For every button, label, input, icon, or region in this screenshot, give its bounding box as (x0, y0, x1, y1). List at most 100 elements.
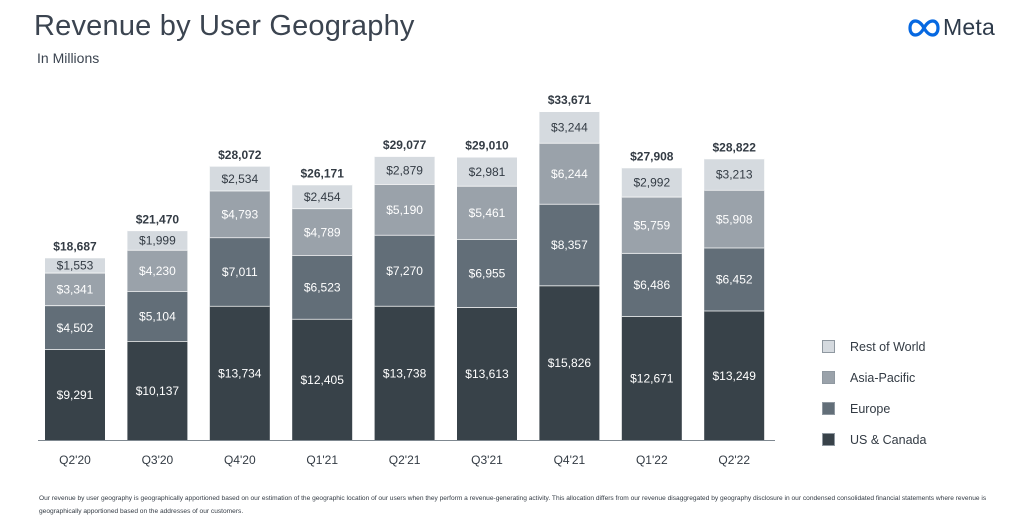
bar-segment-europe (374, 234, 435, 306)
bar-total-label: $18,687 (53, 240, 97, 254)
bar-value-label: $5,759 (633, 218, 670, 232)
bar-segment-us-canada (621, 316, 682, 440)
x-tick-label: Q2'21 (389, 453, 421, 467)
x-tick-label: Q4'21 (554, 453, 586, 467)
bar-value-label: $2,992 (633, 176, 670, 190)
bar-segment-asia-pacific (292, 208, 353, 256)
legend-label: Rest of World (850, 339, 926, 354)
bar-value-label: $13,613 (465, 367, 509, 381)
x-tick-label: Q1'22 (636, 453, 668, 467)
bar-value-label: $5,461 (469, 206, 506, 220)
bar-value-label: $9,291 (57, 388, 94, 402)
bar-value-label: $15,826 (548, 356, 592, 370)
bar-segment-europe (127, 291, 188, 342)
bar-segment-asia-pacific (704, 189, 765, 248)
meta-logo: Meta (908, 14, 995, 41)
bar-segment-rest-of-world (292, 184, 353, 209)
bar-segment-europe (292, 255, 353, 319)
bar-total-label: $29,010 (465, 139, 509, 153)
x-tick-label: Q3'20 (142, 453, 174, 467)
bar-value-label: $2,879 (386, 164, 423, 178)
bar-value-label: $4,793 (221, 208, 258, 222)
bar-total-label: $26,171 (301, 166, 345, 180)
x-tick-label: Q1'21 (306, 453, 338, 467)
legend-swatch-europe (822, 402, 835, 415)
bar-value-label: $2,534 (221, 172, 258, 186)
bar-value-label: $13,738 (383, 366, 427, 380)
x-tick-label: Q2'22 (718, 453, 750, 467)
bar-value-label: $3,341 (57, 283, 94, 297)
bar-segment-asia-pacific (45, 272, 105, 306)
legend-item-us-canada: US & Canada (822, 424, 926, 455)
bar-value-label: $7,011 (222, 265, 258, 279)
bar-value-label: $5,908 (716, 212, 753, 226)
bar-value-label: $3,244 (551, 121, 588, 135)
bar-value-label: $4,230 (139, 264, 176, 278)
bar-segment-rest-of-world (45, 257, 105, 273)
footnote: Our revenue by user geography is geograp… (39, 495, 987, 515)
legend-label: Europe (850, 401, 891, 416)
x-tick-label: Q2'20 (59, 453, 91, 467)
chart-subtitle: In Millions (37, 50, 100, 66)
legend-swatch-asia-pacific (822, 371, 835, 384)
bar-segment-us-canada (45, 349, 105, 440)
bar-segment-rest-of-world (374, 156, 435, 185)
bar-segment-us-canada (127, 341, 188, 440)
bar-segment-asia-pacific (374, 184, 435, 235)
bar-value-label: $13,734 (218, 366, 262, 380)
bar-value-label: $4,789 (304, 225, 341, 239)
bar-value-label: $12,671 (630, 372, 674, 386)
bar-value-label: $12,405 (301, 373, 345, 387)
legend-item-rest-of-world: Rest of World (822, 331, 926, 362)
bar-value-label: $5,190 (386, 203, 423, 217)
legend-label: US & Canada (850, 432, 927, 447)
meta-logo-text: Meta (943, 14, 995, 40)
bar-segment-asia-pacific (127, 249, 188, 292)
bar-segment-rest-of-world (209, 165, 270, 191)
chart-legend: Rest of World Asia-Pacific Europe US & C… (822, 331, 926, 455)
bar-segment-asia-pacific (621, 196, 682, 253)
bar-value-label: $1,553 (57, 259, 94, 273)
bar-segment-rest-of-world (539, 111, 600, 143)
legend-label: Asia-Pacific (850, 370, 916, 385)
bar-segment-us-canada (209, 305, 270, 440)
bar-value-label: $2,981 (469, 165, 506, 179)
bar-total-label: $28,822 (713, 141, 757, 155)
bar-segment-us-canada (292, 318, 353, 440)
bar-total-label: $33,671 (548, 93, 592, 107)
bar-value-label: $13,249 (713, 369, 757, 383)
bar-segment-us-canada (539, 285, 600, 440)
bar-value-label: $8,357 (551, 238, 588, 252)
bar-segment-rest-of-world (457, 156, 517, 186)
bar-segment-asia-pacific (539, 142, 600, 204)
bar-value-label: $10,137 (136, 384, 180, 398)
bar-value-label: $6,452 (716, 273, 753, 287)
bar-segment-asia-pacific (209, 190, 270, 238)
bar-total-label: $21,470 (136, 212, 180, 226)
bar-value-label: $6,955 (469, 267, 506, 281)
bar-total-label: $29,077 (383, 138, 427, 152)
legend-item-europe: Europe (822, 393, 926, 424)
bar-total-label: $28,072 (218, 148, 262, 162)
bar-value-label: $1,999 (139, 234, 176, 248)
x-tick-label: Q4'20 (224, 453, 256, 467)
bar-segment-europe (209, 237, 270, 306)
bar-value-label: $7,270 (386, 264, 423, 278)
bar-segment-us-canada (457, 307, 517, 440)
meta-infinity-icon (908, 18, 940, 37)
chart-title: Revenue by User Geography (34, 10, 415, 42)
bar-value-label: $3,213 (716, 168, 753, 182)
bar-segment-us-canada (704, 310, 765, 440)
bar-segment-asia-pacific (457, 185, 517, 240)
legend-swatch-rest-of-world (822, 340, 835, 353)
bar-segment-europe (45, 305, 105, 350)
bar-value-label: $4,502 (57, 321, 94, 335)
bar-segment-rest-of-world (621, 167, 682, 197)
bar-segment-europe (621, 252, 682, 317)
bar-segment-us-canada (374, 305, 435, 440)
bar-total-label: $27,908 (630, 149, 674, 163)
bar-segment-europe (457, 239, 517, 308)
bar-segment-europe (704, 247, 765, 311)
bar-value-label: $5,104 (139, 310, 176, 324)
bar-value-label: $6,523 (304, 281, 341, 295)
